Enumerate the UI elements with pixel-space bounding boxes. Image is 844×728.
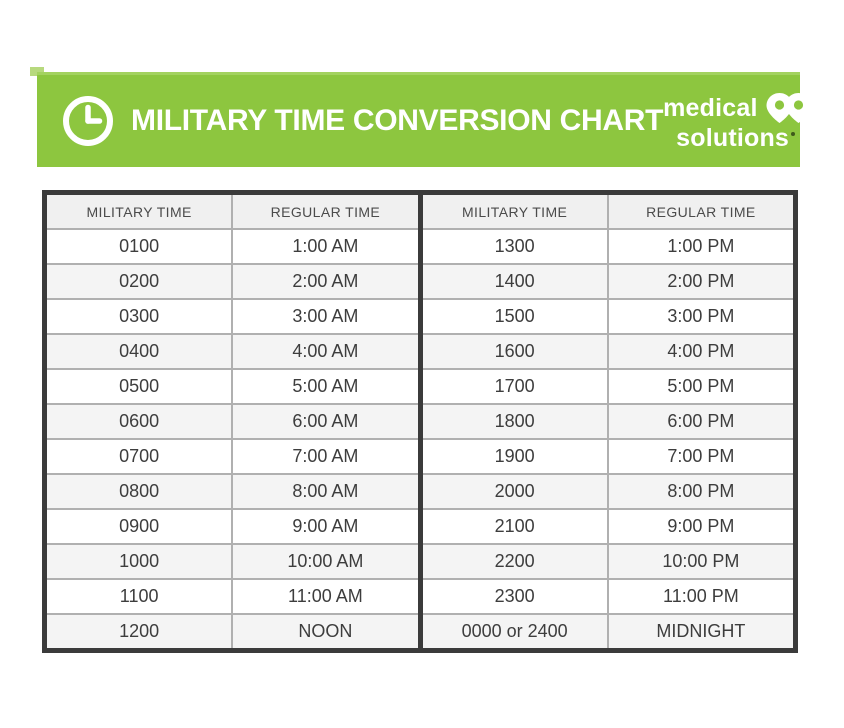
table-cell: 0200 [43, 263, 234, 300]
table-row: 1000 10:00 AM 2200 10:00 PM [43, 543, 797, 580]
table-row: 0800 8:00 AM 2000 8:00 PM [43, 473, 797, 510]
table-cell: 8:00 PM [606, 473, 797, 510]
table-row: 0900 9:00 AM 2100 9:00 PM [43, 508, 797, 545]
table-cell: MIDNIGHT [606, 613, 797, 652]
table-cell: 6:00 AM [231, 403, 423, 440]
table-cell: 1100 [43, 578, 234, 615]
table-cell: 9:00 AM [231, 508, 423, 545]
table-cell: 2300 [417, 578, 609, 615]
banner-top-chip [30, 67, 44, 76]
table-cell: 0700 [43, 438, 234, 475]
col-header-military-time-left: MILITARY TIME [43, 191, 234, 230]
table-cell: 1300 [417, 228, 609, 265]
table-cell: 3:00 AM [231, 298, 423, 335]
table-cell: 0000 or 2400 [417, 613, 609, 652]
table-cell: 4:00 PM [606, 333, 797, 370]
table-cell: 0100 [43, 228, 234, 265]
table-row: 0600 6:00 AM 1800 6:00 PM [43, 403, 797, 440]
table-cell: 6:00 PM [606, 403, 797, 440]
table-cell: 1700 [417, 368, 609, 405]
location-pins-icon [766, 92, 812, 123]
table-cell: 5:00 PM [606, 368, 797, 405]
table-cell: 1400 [417, 263, 609, 300]
col-header-regular-time-left: REGULAR TIME [231, 191, 423, 230]
table-cell: 11:00 AM [231, 578, 423, 615]
table-cell: 8:00 AM [231, 473, 423, 510]
col-header-regular-time-right: REGULAR TIME [606, 191, 797, 230]
table-cell: 0600 [43, 403, 234, 440]
table-cell: 0800 [43, 473, 234, 510]
table-row: 1200 NOON 0000 or 2400 MIDNIGHT [43, 613, 797, 652]
table-cell: 7:00 AM [231, 438, 423, 475]
table-cell: 1900 [417, 438, 609, 475]
logo-text-medical: medical [663, 93, 758, 122]
logo-text-solutions: solutions [676, 123, 790, 152]
page-title: MILITARY TIME CONVERSION CHART [131, 104, 664, 137]
table-cell: 1:00 AM [231, 228, 423, 265]
header-banner: MILITARY TIME CONVERSION CHART medical s… [37, 72, 812, 167]
table-cell: 2200 [417, 543, 609, 580]
table-cell: 2:00 PM [606, 263, 797, 300]
table-cell: 1600 [417, 333, 609, 370]
table-cell: 11:00 PM [606, 578, 797, 615]
table-cell: 3:00 PM [606, 298, 797, 335]
table-cell: 2100 [417, 508, 609, 545]
table-header: MILITARY TIME REGULAR TIME MILITARY TIME… [43, 191, 797, 230]
table-cell: 10:00 PM [606, 543, 797, 580]
table-row: 0300 3:00 AM 1500 3:00 PM [43, 298, 797, 335]
table-row: 0700 7:00 AM 1900 7:00 PM [43, 438, 797, 475]
table-cell: 1500 [417, 298, 609, 335]
table-body: 0100 1:00 AM 1300 1:00 PM 0200 2:00 AM 1400 2:0… [43, 228, 797, 652]
table-cell: 9:00 PM [606, 508, 797, 545]
table-cell: 1000 [43, 543, 234, 580]
table-cell: 2:00 AM [231, 263, 423, 300]
table-header-row: MILITARY TIME REGULAR TIME MILITARY TIME… [43, 191, 797, 230]
clock-icon [63, 96, 113, 146]
trademark-dot-icon [791, 131, 796, 136]
table-cell: 5:00 AM [231, 368, 423, 405]
table-cell: NOON [231, 613, 423, 652]
logo-line-2: solutions [676, 123, 796, 152]
table-row: 1100 11:00 AM 2300 11:00 PM [43, 578, 797, 615]
table-cell: 0300 [43, 298, 234, 335]
table-cell: 4:00 AM [231, 333, 423, 370]
conversion-table: MILITARY TIME REGULAR TIME MILITARY TIME… [42, 190, 798, 653]
table-cell: 0500 [43, 368, 234, 405]
table-cell: 1800 [417, 403, 609, 440]
table-cell: 10:00 AM [231, 543, 423, 580]
table-cell: 0900 [43, 508, 234, 545]
table-cell: 7:00 PM [606, 438, 797, 475]
table-cell: 1200 [43, 613, 234, 652]
col-header-military-time-right: MILITARY TIME [417, 191, 609, 230]
table-cell: 2000 [417, 473, 609, 510]
table-row: 0500 5:00 AM 1700 5:00 PM [43, 368, 797, 405]
table-cell: 1:00 PM [606, 228, 797, 265]
logo-line-1: medical [663, 92, 813, 125]
table-cell: 0400 [43, 333, 234, 370]
table-row: 0100 1:00 AM 1300 1:00 PM [43, 228, 797, 265]
table-row: 0400 4:00 AM 1600 4:00 PM [43, 333, 797, 370]
medical-solutions-logo: medical solutions [663, 92, 813, 151]
table-row: 0200 2:00 AM 1400 2:00 PM [43, 263, 797, 300]
